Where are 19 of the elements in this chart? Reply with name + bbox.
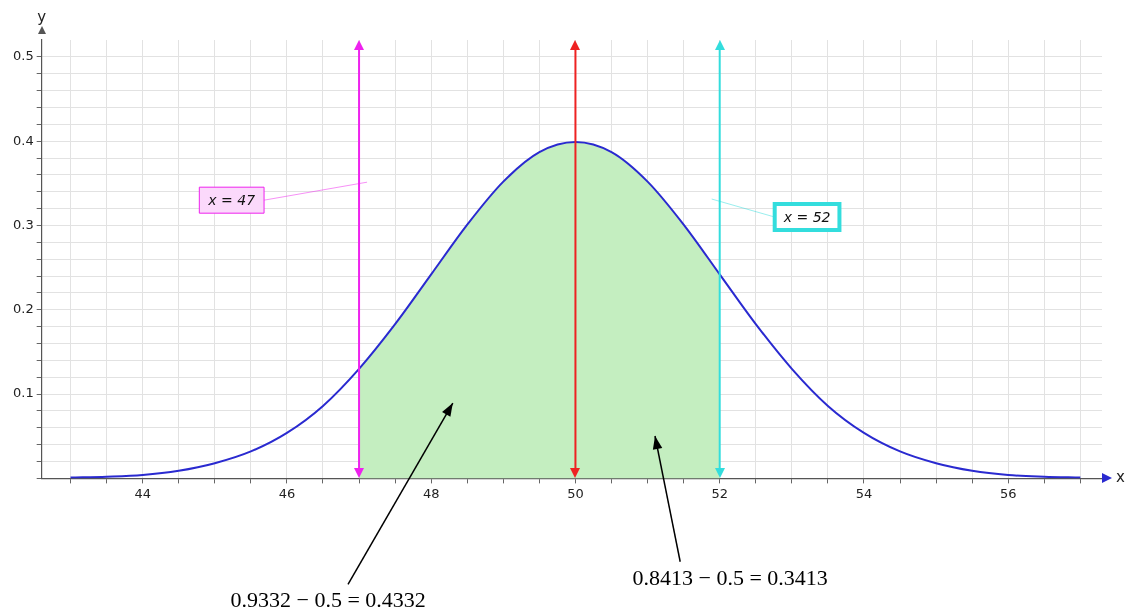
y-tick-label: 0.1 bbox=[12, 385, 34, 401]
y-tick-label: 0.3 bbox=[12, 216, 34, 232]
x-tick-label: 54 bbox=[855, 485, 873, 501]
x-tick-label: 48 bbox=[422, 485, 440, 501]
text: 0.8413 − 0.5 = 0.3413 bbox=[632, 565, 828, 590]
x-tick-label: 56 bbox=[999, 485, 1017, 501]
ref-line-label: x = 47 bbox=[207, 191, 256, 208]
y-tick-label: 0.4 bbox=[12, 132, 34, 148]
line-series bbox=[69, 141, 1082, 479]
text: 0.9332 − 0.5 = 0.4332 bbox=[230, 587, 426, 612]
y-axis-title: y bbox=[37, 7, 47, 26]
x-tick-label: 44 bbox=[134, 485, 151, 501]
ref-line-label: x = 52 bbox=[782, 208, 831, 225]
x-tick-label: 52 bbox=[711, 485, 728, 501]
y-tick-label: 0.5 bbox=[12, 48, 34, 64]
y-tick-label: 0.2 bbox=[12, 301, 34, 317]
x-tick-label: 46 bbox=[278, 485, 296, 501]
x-axis-title: x bbox=[1116, 468, 1125, 487]
x-tick-label: 50 bbox=[567, 485, 584, 501]
